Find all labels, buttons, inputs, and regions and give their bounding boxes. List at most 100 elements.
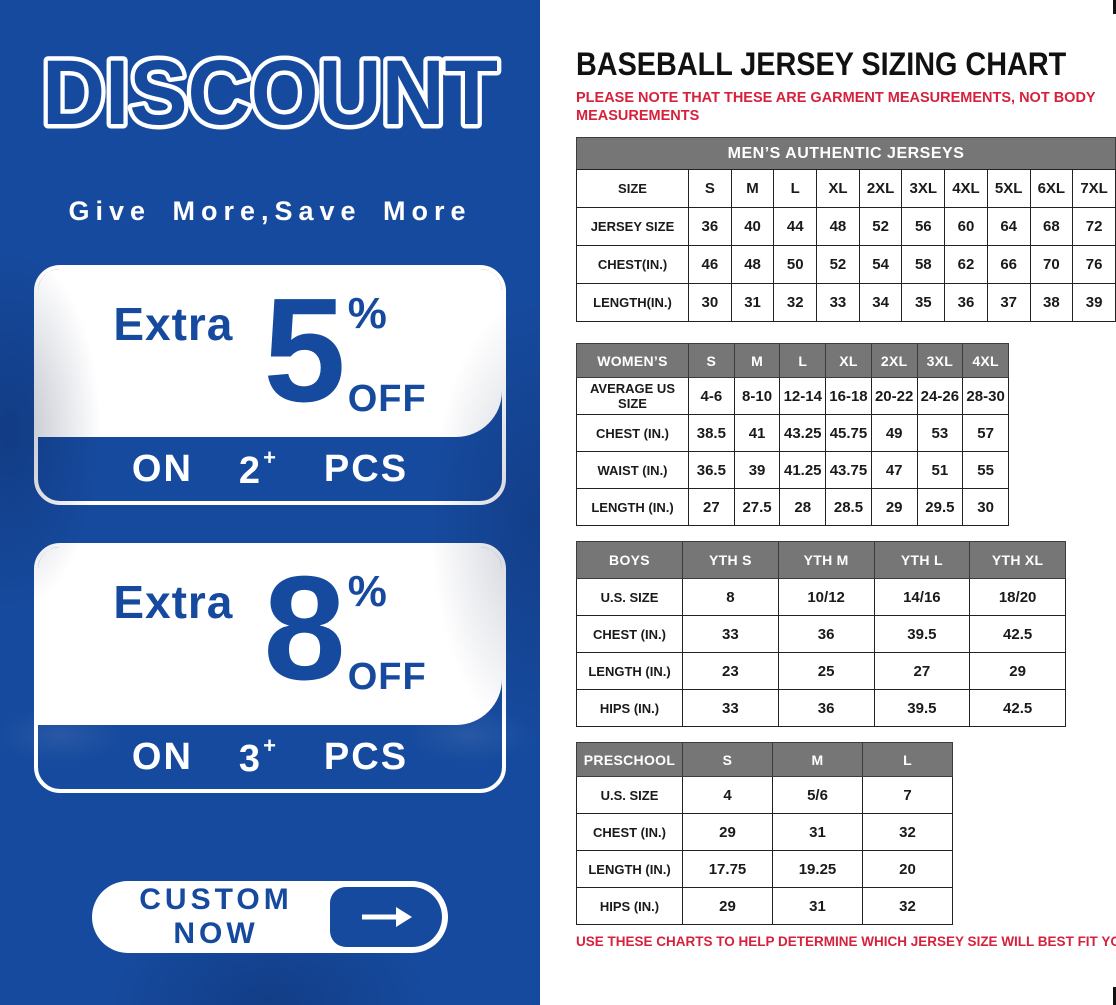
value-cell: 4XL — [962, 343, 1009, 379]
value-cell: 32 — [862, 887, 953, 926]
value-cell: 45.75 — [825, 414, 872, 453]
offer-condition: ON 3+ PCS — [38, 725, 502, 789]
off-label: OFF — [347, 656, 427, 698]
value-cell: 52 — [816, 245, 860, 285]
percent-sign: % — [347, 567, 387, 616]
offer-card-8-percent[interactable]: Extra 8 % OFF ON 3+ PCS — [34, 543, 506, 793]
value-cell: 25 — [777, 652, 875, 691]
value-cell: 56 — [901, 207, 946, 247]
value-cell: 72 — [1072, 207, 1116, 247]
value-cell: 68 — [1029, 207, 1074, 247]
table-row: JERSEY SIZE 36 40 44 48 52 56 60 64 68 72 — [576, 207, 1116, 247]
value-cell: 33 — [816, 283, 860, 323]
value-cell: 31 — [772, 813, 863, 852]
table-row: CHEST (IN.) 38.5 41 43.25 45.75 49 53 57 — [576, 414, 1009, 453]
table-row: U.S. SIZE 8 10/12 14/16 18/20 — [576, 578, 1066, 617]
value-cell: 58 — [901, 245, 946, 285]
value-cell: 32 — [862, 813, 953, 852]
value-cell: 46 — [688, 245, 732, 285]
row-label-cell: LENGTH (IN.) — [576, 652, 683, 691]
value-cell: YTH L — [873, 541, 971, 580]
row-label-cell: AVERAGE US SIZE — [576, 377, 689, 416]
value-cell: 23 — [682, 652, 779, 691]
value-cell: S — [682, 742, 773, 778]
value-cell: 42.5 — [969, 615, 1066, 654]
value-cell: 16-18 — [825, 377, 872, 416]
value-cell: XL — [816, 169, 860, 209]
row-label-cell: WOMEN’S — [576, 343, 689, 379]
edge-artifact — [1113, 987, 1116, 1005]
row-label-cell: PRESCHOOL — [576, 742, 683, 778]
value-cell: 6XL — [1029, 169, 1074, 209]
offer-percent-side: % OFF — [348, 289, 427, 421]
custom-now-label: CUSTOM NOW — [139, 883, 293, 950]
table-row: CHEST (IN.) 29 31 32 — [576, 813, 953, 852]
value-cell: 29 — [870, 488, 918, 527]
table-row: LENGTH (IN.) 23 25 27 29 — [576, 652, 1066, 691]
quantity-value: 3 — [238, 738, 263, 780]
value-cell: 4 — [682, 776, 773, 815]
table-header-row: WOMEN’S S M L XL 2XL 3XL 4XL — [576, 343, 1009, 379]
value-cell: 43.75 — [825, 451, 872, 490]
value-cell: S — [688, 343, 735, 379]
value-cell: L — [862, 742, 953, 778]
value-cell: 43.25 — [779, 414, 827, 453]
value-cell: 38 — [1029, 283, 1074, 323]
row-label-cell: SIZE — [576, 169, 689, 209]
value-cell: 3XL — [916, 343, 964, 379]
row-label-cell: LENGTH(IN.) — [576, 283, 689, 323]
value-cell: 27.5 — [733, 488, 781, 527]
offer-prefix: Extra — [113, 576, 234, 628]
custom-now-button[interactable]: CUSTOM NOW — [92, 881, 448, 953]
page-title: BASEBALL JERSEY SIZING CHART — [576, 46, 1067, 82]
value-cell: 39 — [1072, 283, 1116, 323]
value-cell: 54 — [858, 245, 903, 285]
row-label-cell: CHEST (IN.) — [576, 414, 689, 453]
value-cell: YTH XL — [969, 541, 1066, 580]
value-cell: 64 — [986, 207, 1031, 247]
row-label-cell: HIPS (IN.) — [576, 887, 683, 926]
womens-sizing-table: WOMEN’S S M L XL 2XL 3XL 4XL AVERAGE US SIZE 4-6 8… — [576, 343, 1009, 527]
table-row: WAIST (IN.) 36.5 39 41.25 43.75 47 51 55 — [576, 451, 1009, 490]
fit-advice-note: USE THESE CHARTS TO HELP DETERMINE WHICH… — [576, 934, 1116, 950]
value-cell: 27 — [873, 652, 971, 691]
value-cell: 31 — [772, 887, 863, 926]
value-cell: 27 — [688, 488, 735, 527]
row-label-cell: U.S. SIZE — [576, 776, 683, 815]
value-cell: YTH M — [777, 541, 875, 580]
value-cell: 39.5 — [873, 689, 971, 728]
value-cell: 62 — [944, 245, 988, 285]
table-row: HIPS (IN.) 29 31 32 — [576, 887, 953, 926]
value-cell: 10/12 — [777, 578, 875, 617]
value-cell: 40 — [730, 207, 775, 247]
table-row: LENGTH(IN.) 30 31 32 33 34 35 36 37 38 39 — [576, 283, 1116, 323]
quantity-value: 2 — [238, 450, 263, 492]
value-cell: 53 — [916, 414, 964, 453]
value-cell: 29 — [969, 652, 1066, 691]
value-cell: 48 — [730, 245, 775, 285]
mens-sizing-table: SIZE S M L XL 2XL 3XL 4XL 5XL 6XL 7XL JERSEY SIZE 36… — [576, 169, 1116, 323]
value-cell: 3XL — [901, 169, 946, 209]
pcs-label: PCS — [323, 447, 409, 490]
preschool-sizing-table: PRESCHOOL S M L U.S. SIZE 4 5/6 7 CHEST (IN.) 29 3… — [576, 742, 953, 926]
value-cell: 30 — [688, 283, 732, 323]
table-row: CHEST(IN.) 46 48 50 52 54 58 62 66 70 76 — [576, 245, 1116, 285]
row-label-cell: CHEST (IN.) — [576, 813, 683, 852]
table-row: LENGTH (IN.) 27 27.5 28 28.5 29 29.5 30 — [576, 488, 1009, 527]
value-cell: 42.5 — [969, 689, 1066, 728]
value-cell: 29 — [682, 887, 773, 926]
row-label-cell: WAIST (IN.) — [576, 451, 689, 490]
value-cell: L — [779, 343, 827, 379]
table-row: HIPS (IN.) 33 36 39.5 42.5 — [576, 689, 1066, 728]
garment-measurements-note: PLEASE NOTE THAT THESE ARE GARMENT MEASU… — [576, 90, 1096, 125]
offer-card-5-percent[interactable]: Extra 5 % OFF ON 2+ PCS — [34, 265, 506, 505]
value-cell: 7XL — [1072, 169, 1116, 209]
offer-percent-value: 5 — [263, 268, 345, 433]
offer-percent-value: 8 — [263, 546, 345, 711]
value-cell: 36 — [777, 689, 875, 728]
value-cell: 35 — [901, 283, 946, 323]
percent-sign: % — [347, 289, 387, 338]
on-label: ON — [131, 735, 193, 778]
value-cell: 48 — [816, 207, 860, 247]
value-cell: 28-30 — [962, 377, 1009, 416]
